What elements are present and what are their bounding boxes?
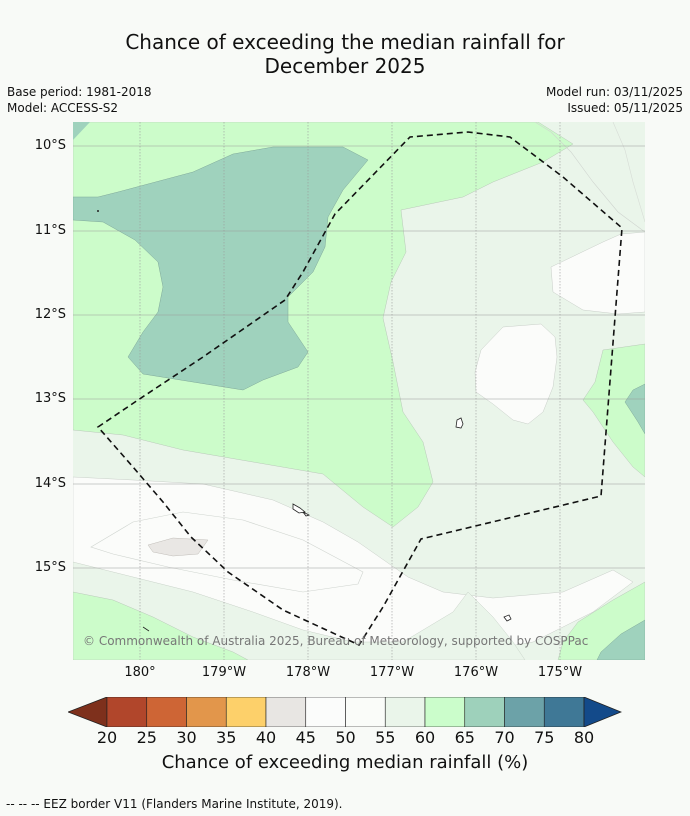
model-name: Model: ACCESS-S2: [7, 101, 119, 115]
island-6: [97, 210, 99, 212]
colorbar-tick-label: 65: [454, 728, 475, 747]
region-60-65-southwest: [73, 591, 249, 660]
colorbar-tick-label: 30: [176, 728, 197, 747]
colorbar-tick-label: 60: [414, 728, 436, 747]
lat-label-12s: 12°S: [34, 307, 66, 322]
lat-label-10s: 10°S: [34, 138, 66, 153]
graticule: [73, 122, 645, 660]
island-3: [302, 511, 311, 517]
colorbar-extend-low: [68, 697, 108, 727]
region-65-70-east: [624, 383, 645, 435]
island-4: [503, 614, 512, 622]
colorbar-segment: [345, 697, 386, 727]
lat-label-14s: 14°S: [34, 476, 66, 491]
colorbar-segment: [543, 697, 585, 727]
lon-label-180: 180°: [124, 665, 156, 680]
region-40-45: [147, 537, 209, 557]
lon-label-175w: 175°W: [537, 665, 583, 680]
colorbar-label: Chance of exceeding median rainfall (%): [161, 752, 529, 773]
region-65-70-southeast: [596, 619, 645, 660]
colorbar-segment: [305, 697, 346, 727]
colorbar-tick-label: 50: [335, 728, 356, 747]
colorbar-segment: [504, 697, 545, 727]
island-1: [455, 417, 464, 429]
region-65-70-corner: [73, 122, 90, 140]
region-45-50-east-upper: [550, 231, 645, 315]
title-line-2: December 2025: [264, 54, 426, 78]
lat-label-11s: 11°S: [34, 223, 66, 238]
contour-line-ne-2: [534, 122, 645, 233]
lon-label-177w: 177°W: [369, 665, 415, 680]
base-period: Base period: 1981-2018: [7, 85, 152, 99]
contour-line-ne-1: [612, 122, 645, 223]
eez-footer-note: -- -- -- EEZ border V11 (Flanders Marine…: [6, 797, 343, 811]
chart-title: Chance of exceeding the median rainfall …: [0, 30, 690, 78]
colorbar-tick-label: 75: [534, 728, 555, 747]
colorbar-tick-label: 40: [255, 728, 277, 747]
colorbar-tick-label: 70: [494, 728, 515, 747]
colorbar-extend-high: [583, 697, 622, 727]
contour-loop-sw: [90, 511, 364, 593]
copyright-text: © Commonwealth of Australia 2025, Bureau…: [83, 634, 588, 648]
colorbar-tick-label: 80: [573, 728, 595, 747]
colorbar-segment: [464, 697, 505, 727]
island-5: [142, 626, 150, 632]
colorbar-segment: [106, 697, 148, 727]
colorbar: [68, 697, 622, 727]
colorbar-segment: [384, 697, 426, 727]
colorbar-segment: [424, 697, 466, 727]
colorbar-tick-label: 20: [96, 728, 118, 747]
colorbar-tick-label: 25: [136, 728, 157, 747]
colorbar-segment: [265, 697, 307, 727]
title-line-1: Chance of exceeding the median rainfall …: [125, 30, 565, 54]
colorbar-tick-label: 55: [375, 728, 396, 747]
region-65-70-west: [73, 146, 369, 391]
model-run: Model run: 03/11/2025: [545, 85, 683, 99]
lon-label-179w: 179°W: [201, 665, 247, 680]
colorbar-segment: [225, 697, 267, 727]
colorbar-segment: [146, 697, 187, 727]
colorbar-segment: [186, 697, 227, 727]
colorbar-tick-label: 45: [295, 728, 316, 747]
rainfall-map: © Commonwealth of Australia 2025, Bureau…: [73, 122, 645, 660]
lon-label-178w: 178°W: [285, 665, 331, 680]
colorbar-tick-label: 35: [216, 728, 237, 747]
region-60-65-east: [582, 343, 645, 478]
lon-label-176w: 176°W: [453, 665, 499, 680]
lat-label-13s: 13°S: [34, 391, 66, 406]
issued-date: Issued: 05/11/2025: [567, 101, 683, 115]
lat-label-15s: 15°S: [34, 560, 66, 575]
island-2: [292, 503, 306, 514]
